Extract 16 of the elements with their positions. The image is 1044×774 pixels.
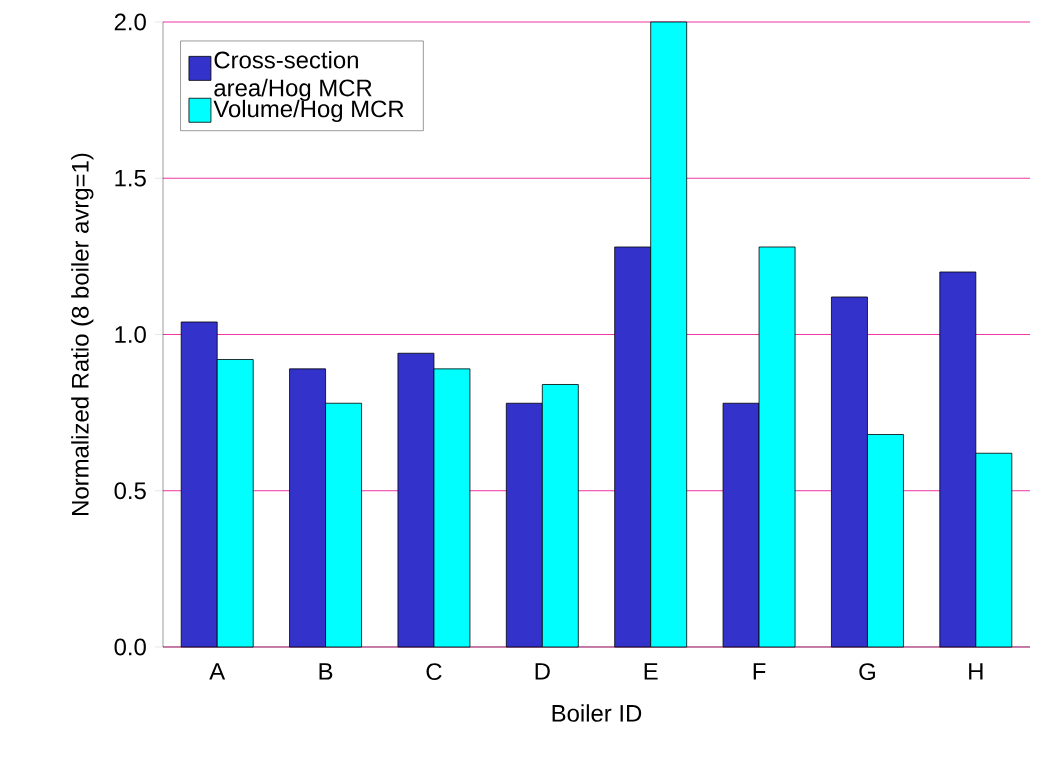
y-axis-title: Normalized Ratio (8 boiler avrg=1) (71, 153, 94, 515)
x-axis-title: Boiler ID (552, 704, 642, 722)
x-tick-label: D (535, 663, 550, 680)
x-tick-label: B (319, 663, 333, 680)
y-tick-label: 0.5 (114, 482, 146, 500)
x-tick-label: E (644, 663, 658, 680)
y-tick-label: 1.0 (115, 326, 146, 343)
x-tick-label: A (209, 663, 226, 680)
y-tick-label: 2.0 (114, 13, 146, 31)
x-tick-label: H (969, 663, 983, 680)
y-tick-label: 0.0 (114, 638, 146, 656)
x-tick-label: G (859, 663, 875, 681)
y-tick-label: 1.5 (115, 169, 146, 187)
legend-label: Volume/Hog MCR (213, 99, 404, 123)
x-tick-label: C (426, 663, 442, 681)
x-tick-label: F (753, 663, 766, 680)
